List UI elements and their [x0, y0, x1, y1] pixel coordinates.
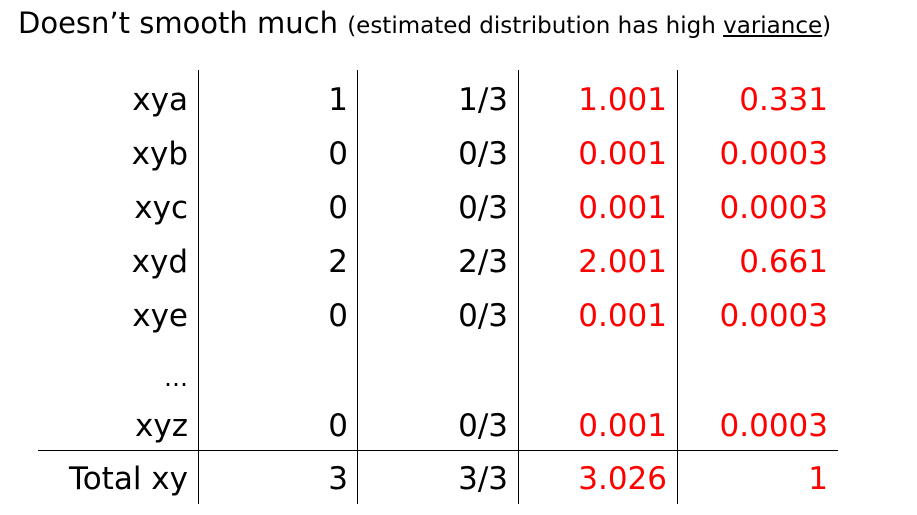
column-divider: [518, 70, 519, 504]
row-smoothed-prob: 0.0003: [719, 136, 828, 172]
row-label: xya: [132, 82, 188, 118]
row-count: 0: [328, 408, 348, 444]
title-sub-underlined: variance: [723, 13, 823, 39]
row-label: xyz: [135, 408, 188, 444]
total-divider: [38, 450, 838, 451]
row-fraction: 1/3: [458, 82, 508, 118]
row-count: 1: [328, 82, 348, 118]
row-smoothed-count: 0.001: [578, 136, 667, 172]
row-smoothed-count: 0.001: [578, 190, 667, 226]
row-label: xyb: [131, 136, 188, 172]
row-smoothed-count: 2.001: [578, 244, 667, 280]
row-fraction: 0/3: [458, 298, 508, 334]
row-label: xyd: [131, 244, 188, 280]
row-fraction: 0/3: [458, 190, 508, 226]
row-count: 0: [328, 190, 348, 226]
row-smoothed-count: 1.001: [578, 82, 667, 118]
row-smoothed-prob: 0.0003: [719, 298, 828, 334]
column-divider: [677, 70, 678, 504]
title-subtitle: (estimated distribution has high varianc…: [347, 13, 831, 39]
row-label: xyc: [134, 190, 188, 226]
column-divider: [357, 70, 358, 504]
row-smoothed-prob: 0.0003: [719, 190, 828, 226]
slide-title: Doesn’t smooth much (estimated distribut…: [18, 6, 831, 40]
title-sub-after: ): [822, 13, 832, 39]
title-sub-before: (estimated distribution has high: [347, 13, 724, 39]
column-divider: [198, 70, 199, 504]
total-label: Total xy: [69, 461, 188, 497]
total-count: 3: [328, 461, 348, 497]
total-fraction: 3/3: [458, 461, 508, 497]
row-smoothed-prob: 0.331: [739, 82, 828, 118]
title-main-text: Doesn’t smooth much: [18, 6, 348, 40]
row-smoothed-prob: 0.661: [739, 244, 828, 280]
row-fraction: 0/3: [458, 408, 508, 444]
row-fraction: 0/3: [458, 136, 508, 172]
row-label: xye: [132, 298, 188, 334]
ellipsis-row: …: [164, 364, 188, 392]
row-smoothed-count: 0.001: [578, 298, 667, 334]
row-count: 0: [328, 298, 348, 334]
row-count: 2: [328, 244, 348, 280]
row-smoothed-prob: 0.0003: [719, 408, 828, 444]
total-smoothed-prob: 1: [808, 461, 828, 497]
row-smoothed-count: 0.001: [578, 408, 667, 444]
total-smoothed-count: 3.026: [578, 461, 667, 497]
row-fraction: 2/3: [458, 244, 508, 280]
row-count: 0: [328, 136, 348, 172]
